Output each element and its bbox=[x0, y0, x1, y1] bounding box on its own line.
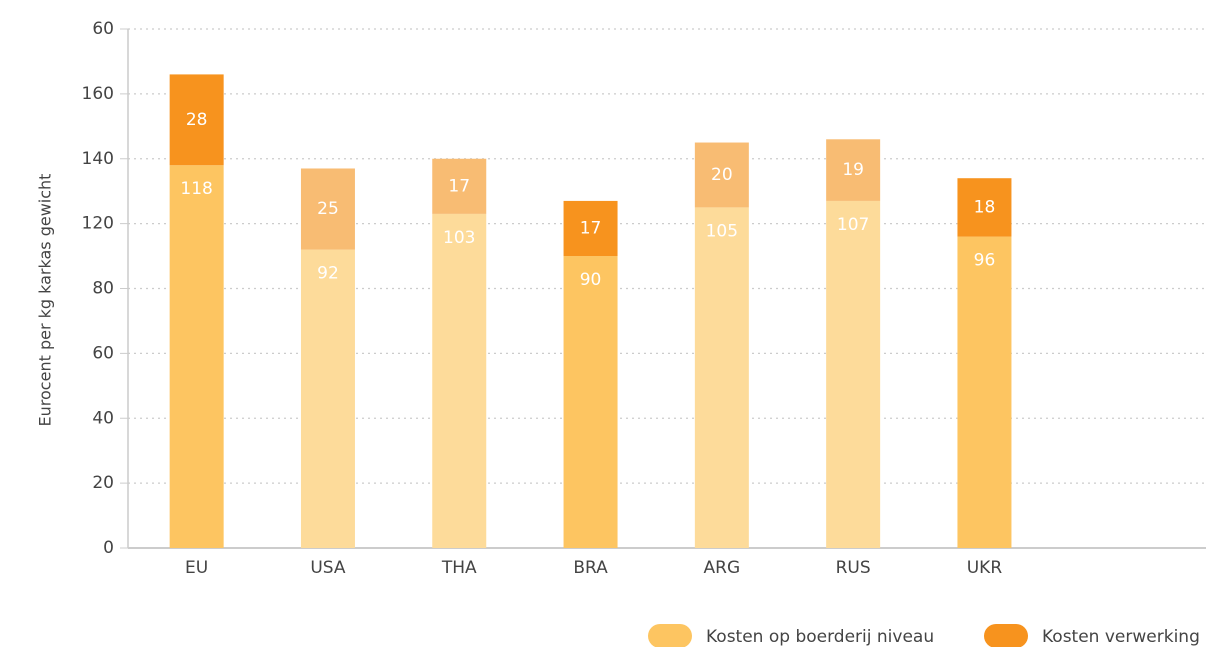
bar-segment bbox=[957, 236, 1012, 548]
bar-segment bbox=[169, 165, 224, 549]
bar-segment bbox=[694, 142, 749, 208]
y-tick-label: 140 bbox=[82, 149, 114, 169]
bar-segment bbox=[826, 139, 881, 201]
x-tick-label: EU bbox=[185, 558, 208, 578]
value-label: 19 bbox=[842, 160, 864, 180]
bar-segment bbox=[169, 74, 224, 166]
x-tick-label: ARG bbox=[704, 558, 741, 578]
bar-segment bbox=[300, 168, 355, 250]
bar-segment bbox=[432, 158, 487, 214]
bar-segment bbox=[694, 207, 749, 548]
x-tick-label: THA bbox=[441, 558, 477, 578]
y-tick-label: 60 bbox=[92, 343, 114, 363]
bar-segment bbox=[300, 249, 355, 548]
x-tick-label: USA bbox=[310, 558, 346, 578]
value-label: 105 bbox=[706, 221, 738, 241]
bar-segment bbox=[563, 256, 618, 548]
legend-swatch bbox=[984, 624, 1028, 648]
x-tick-label: BRA bbox=[573, 558, 608, 578]
value-label: 17 bbox=[448, 176, 470, 196]
value-label: 90 bbox=[580, 270, 602, 290]
y-tick-label: 20 bbox=[92, 473, 114, 493]
y-tick-label: 40 bbox=[92, 408, 114, 428]
value-label: 107 bbox=[837, 215, 869, 235]
y-tick-label: 60 bbox=[92, 19, 114, 39]
y-tick-label: 0 bbox=[103, 538, 114, 558]
bar-segment bbox=[563, 200, 618, 257]
value-label: 18 bbox=[974, 197, 996, 217]
legend-label: Kosten verwerking bbox=[1042, 627, 1200, 647]
value-label: 103 bbox=[443, 228, 475, 248]
y-axis-label: Eurocent per kg karkas gewicht bbox=[36, 174, 55, 427]
bar-segment bbox=[826, 200, 881, 548]
y-tick-label: 120 bbox=[82, 214, 114, 234]
bar-segment bbox=[957, 178, 1012, 237]
value-label: 92 bbox=[317, 264, 339, 284]
value-label: 17 bbox=[580, 218, 602, 238]
x-tick-label: RUS bbox=[836, 558, 871, 578]
value-label: 96 bbox=[974, 251, 996, 271]
legend-label: Kosten op boerderij niveau bbox=[706, 627, 934, 647]
value-label: 118 bbox=[180, 179, 212, 199]
value-label: 25 bbox=[317, 199, 339, 219]
bar-segment bbox=[432, 213, 487, 549]
y-tick-label: 80 bbox=[92, 279, 114, 299]
y-tick-label: 160 bbox=[82, 84, 114, 104]
value-label: 20 bbox=[711, 165, 733, 185]
legend-swatch bbox=[648, 624, 692, 648]
x-tick-label: UKR bbox=[967, 558, 1003, 578]
value-label: 28 bbox=[186, 110, 208, 130]
